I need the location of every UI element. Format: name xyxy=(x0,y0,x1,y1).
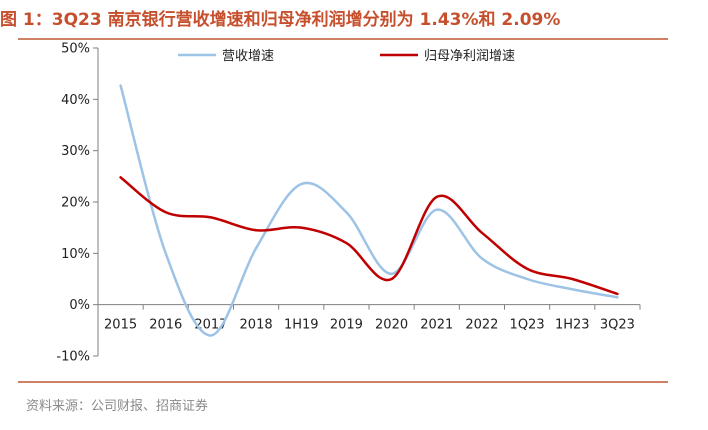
x-tick-label: 2020 xyxy=(375,318,408,333)
legend: 营收增速 归母净利润增速 xyxy=(178,49,515,64)
y-tick-label: 20% xyxy=(61,196,90,211)
x-tick-label: 3Q23 xyxy=(600,318,635,333)
figure-title: 图 1：3Q23 南京银行营收增速和归母净利润增分别为 1.43%和 2.09% xyxy=(0,10,561,30)
series-line-revenue xyxy=(119,84,619,337)
line-chart: -10%0%10%20%30%40%50% 2015 2016 2017 2018 1H… xyxy=(56,42,641,365)
y-tick-label: 50% xyxy=(61,42,90,57)
y-tick-label: 30% xyxy=(61,144,90,159)
x-tick-label: 2018 xyxy=(240,318,273,333)
x-tick-label: 1H23 xyxy=(555,318,590,333)
bottom-divider xyxy=(18,381,668,383)
legend-label: 营收增速 xyxy=(222,49,274,64)
x-tick-label: 2016 xyxy=(149,318,182,333)
x-tick-label: 2015 xyxy=(104,318,137,333)
title-divider xyxy=(18,38,668,40)
series-layer xyxy=(119,84,619,337)
x-tick-label: 2021 xyxy=(420,318,453,333)
y-axis: -10% 0% 10% 20% 30% 40% 50% xyxy=(56,42,99,365)
y-tick-label: -10% xyxy=(56,350,90,365)
y-tick-label: 40% xyxy=(61,93,90,108)
x-axis: 2015 2016 2017 2018 1H19 2019 2020 2021 2022 1Q23… xyxy=(97,304,641,333)
legend-label: 归母净利润增速 xyxy=(424,49,515,64)
x-tick-label: 2019 xyxy=(330,318,363,333)
x-tick-label: 2022 xyxy=(465,318,498,333)
y-tick-label: 0% xyxy=(69,298,90,313)
y-tick-label: 10% xyxy=(61,247,90,262)
x-tick-label: 1Q23 xyxy=(510,318,545,333)
source-note: 资料来源：公司财报、招商证券 xyxy=(26,399,209,414)
series-line-profit xyxy=(119,176,619,296)
x-tick-label: 1H19 xyxy=(284,318,319,333)
